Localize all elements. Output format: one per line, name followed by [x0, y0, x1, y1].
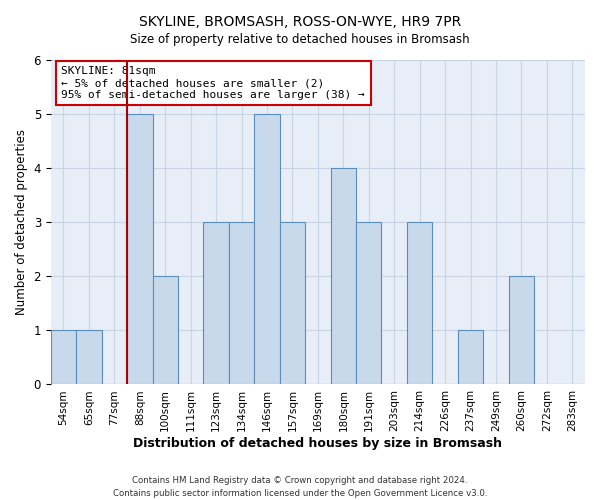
- Text: SKYLINE: 81sqm
← 5% of detached houses are smaller (2)
95% of semi-detached hous: SKYLINE: 81sqm ← 5% of detached houses a…: [61, 66, 365, 100]
- Bar: [509, 276, 534, 384]
- Bar: [203, 222, 229, 384]
- Bar: [407, 222, 433, 384]
- Text: Contains HM Land Registry data © Crown copyright and database right 2024.
Contai: Contains HM Land Registry data © Crown c…: [113, 476, 487, 498]
- Y-axis label: Number of detached properties: Number of detached properties: [15, 129, 28, 315]
- Bar: [51, 330, 76, 384]
- Bar: [458, 330, 483, 384]
- Bar: [280, 222, 305, 384]
- Text: Size of property relative to detached houses in Bromsash: Size of property relative to detached ho…: [130, 32, 470, 46]
- Bar: [229, 222, 254, 384]
- Bar: [152, 276, 178, 384]
- Bar: [127, 114, 152, 384]
- Bar: [331, 168, 356, 384]
- Bar: [76, 330, 101, 384]
- X-axis label: Distribution of detached houses by size in Bromsash: Distribution of detached houses by size …: [133, 437, 502, 450]
- Bar: [254, 114, 280, 384]
- Text: SKYLINE, BROMSASH, ROSS-ON-WYE, HR9 7PR: SKYLINE, BROMSASH, ROSS-ON-WYE, HR9 7PR: [139, 15, 461, 29]
- Bar: [356, 222, 382, 384]
